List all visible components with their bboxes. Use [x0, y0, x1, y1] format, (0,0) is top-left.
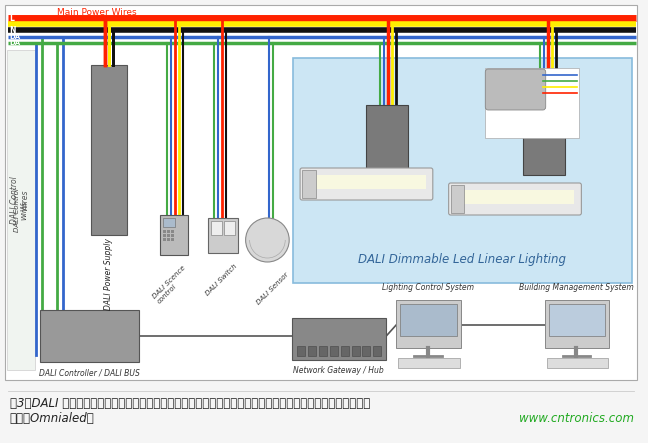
FancyBboxPatch shape [485, 69, 546, 110]
Bar [293, 58, 632, 283]
Bar [549, 304, 605, 336]
Bar [292, 318, 386, 360]
Bar [352, 346, 360, 356]
Text: DALI Scence
control: DALI Scence control [152, 265, 192, 305]
Bar [302, 170, 316, 198]
Bar [5, 5, 637, 380]
Text: Network Gateway / Hub: Network Gateway / Hub [294, 366, 384, 375]
Bar [398, 358, 459, 368]
Text: Main Power Wires: Main Power Wires [58, 8, 137, 17]
Bar [307, 175, 426, 189]
Text: Lighting Control System: Lighting Control System [382, 283, 474, 292]
Bar [40, 310, 139, 362]
Bar [319, 346, 327, 356]
Text: 图3：DALI 标准的第一个版本定义了一个控制基础，将所有由并联市电交流电源线供电的设备联系起来。（图片: 图3：DALI 标准的第一个版本定义了一个控制基础，将所有由并联市电交流电源线供… [10, 397, 370, 410]
Text: DALI Control
Wires: DALI Control Wires [10, 176, 30, 224]
FancyBboxPatch shape [300, 168, 433, 200]
Circle shape [246, 218, 289, 262]
Text: DA: DA [9, 34, 20, 40]
Bar [163, 230, 167, 233]
Text: DALI Power Supply: DALI Power Supply [104, 238, 113, 310]
Bar [523, 105, 564, 175]
Text: www.cntronics.com: www.cntronics.com [519, 412, 634, 425]
Bar [308, 346, 316, 356]
Text: DALI Controller / DALI BUS: DALI Controller / DALI BUS [39, 368, 139, 377]
Bar [167, 230, 170, 233]
Text: N: N [9, 26, 16, 35]
Bar [167, 234, 170, 237]
Bar [208, 218, 238, 253]
Bar [485, 68, 579, 138]
Text: DALI Control
Wires: DALI Control Wires [14, 188, 27, 232]
Bar [163, 218, 176, 227]
Text: DALI Switch: DALI Switch [204, 263, 238, 297]
Bar [373, 346, 381, 356]
Bar [450, 185, 465, 213]
Bar [341, 346, 349, 356]
Bar [163, 238, 167, 241]
Bar [163, 234, 167, 237]
Bar [396, 300, 461, 348]
Bar [211, 221, 222, 235]
Bar [297, 346, 305, 356]
Bar [171, 230, 174, 233]
Bar [547, 358, 608, 368]
Bar [367, 105, 408, 175]
Bar [171, 238, 174, 241]
Bar [161, 215, 188, 255]
Text: DA: DA [9, 40, 20, 46]
Bar [330, 346, 338, 356]
Text: DALI Dimmable Led Linear Lighting: DALI Dimmable Led Linear Lighting [358, 253, 566, 266]
Bar [91, 65, 127, 235]
Bar [400, 304, 457, 336]
Bar [7, 50, 34, 370]
Bar [224, 221, 235, 235]
FancyBboxPatch shape [448, 183, 581, 215]
Bar [456, 190, 574, 204]
Bar [167, 238, 170, 241]
Text: L: L [9, 13, 14, 23]
Text: DALI Sensor: DALI Sensor [255, 272, 290, 306]
Bar [362, 346, 371, 356]
Text: 来源：Omnialed）: 来源：Omnialed） [10, 412, 95, 425]
Bar [171, 234, 174, 237]
Bar [545, 300, 609, 348]
Text: Building Management System: Building Management System [519, 283, 634, 292]
